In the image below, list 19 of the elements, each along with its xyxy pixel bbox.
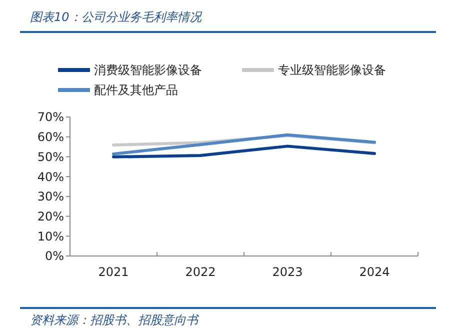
y-tick-label: 60% xyxy=(37,130,64,144)
x-tick-label: 2024 xyxy=(359,265,390,279)
x-tick-label: 2021 xyxy=(98,265,129,279)
line-series xyxy=(112,144,376,158)
y-tick-label: 40% xyxy=(37,170,64,184)
line-series xyxy=(112,133,376,156)
x-tick-label: 2022 xyxy=(185,265,216,279)
text: 资料来源：招股书、招股意向书 xyxy=(30,313,200,327)
legend-label: 专业级智能影像设备 xyxy=(278,63,386,77)
y-tick-label: 30% xyxy=(37,190,64,204)
x-tick-label: 2023 xyxy=(272,265,303,279)
y-tick-label: 50% xyxy=(37,150,64,164)
y-tick-label: 20% xyxy=(37,209,64,224)
legend-label: 配件及其他产品 xyxy=(94,83,178,97)
chart-title: 图表10：公司分业务毛利率情况 xyxy=(30,10,202,24)
y-tick-label: 10% xyxy=(37,229,64,244)
y-tick-label: 0% xyxy=(44,249,64,264)
y-tick-label: 70% xyxy=(37,110,64,124)
legend-label: 消费级智能影像设备 xyxy=(94,63,202,77)
